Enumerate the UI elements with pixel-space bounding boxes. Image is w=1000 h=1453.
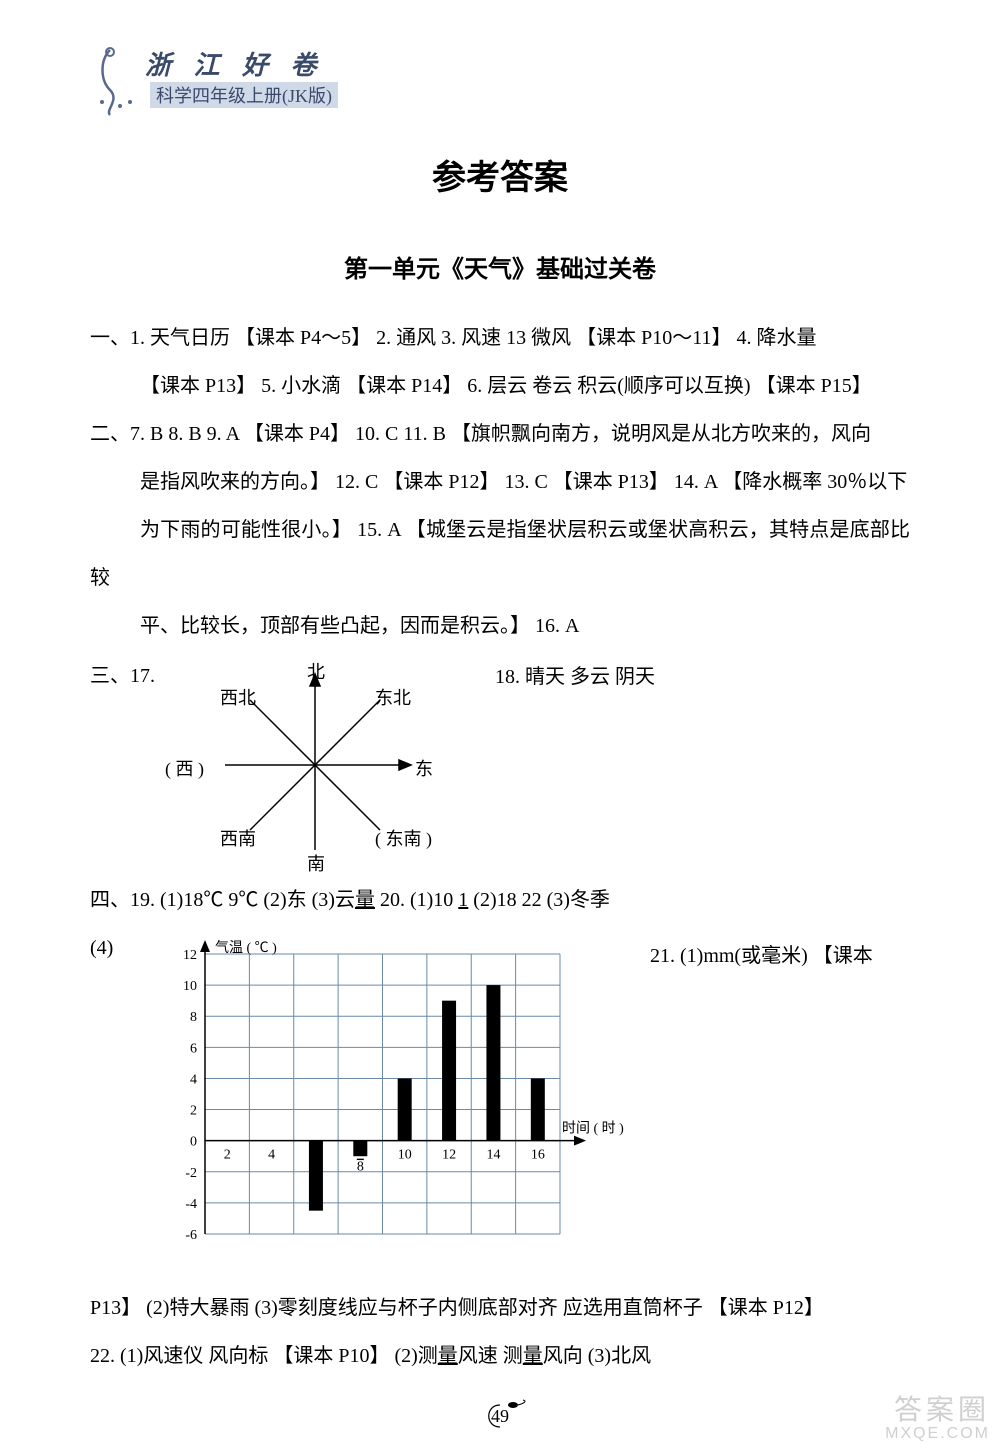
svg-text:气温 ( ℃ ): 气温 ( ℃ ) (215, 940, 277, 956)
svg-text:4: 4 (268, 1148, 275, 1163)
tail-lines: P13】 (2)特大暴雨 (3)零刻度线应与杯子内侧底部对齐 应选用直筒杯子 【… (90, 1284, 910, 1380)
line-11b: 风速 测 (458, 1345, 523, 1367)
svg-text:2: 2 (190, 1104, 197, 1119)
svg-text:16: 16 (531, 1148, 545, 1163)
line-8b-u: 1 (458, 889, 468, 911)
answers-body: 一、1. 天气日历 【课本 P4～5】 2. 通风 3. 风速 13 微风 【课… (90, 314, 910, 650)
svg-text:-2: -2 (185, 1166, 197, 1181)
svg-text:4: 4 (190, 1072, 197, 1087)
line-5: 为下雨的可能性很小。】 15. A 【城堡云是指堡状层积云或堡状高积云，其特点是… (90, 506, 910, 602)
q18-text: 18. 晴天 多云 阴天 (495, 660, 655, 689)
q17-label: 三、17. (90, 660, 155, 692)
svg-text:14: 14 (486, 1148, 500, 1163)
svg-text:-6: -6 (185, 1228, 197, 1243)
q21-text: 21. (1)mm(或毫米) 【课本 (650, 934, 910, 978)
svg-text:8: 8 (357, 1160, 364, 1175)
line-8-wrap: 四、19. (1)18℃ 9℃ (2)东 (3)云量 20. (1)10 1 (… (90, 876, 910, 924)
compass-nw: 西北 (220, 684, 256, 710)
brand-subtitle: 科学四年级上册(JK版) (150, 82, 338, 108)
line-8a: 四、19. (1)18℃ 9℃ (2)东 (3)云 (90, 889, 355, 911)
line-11c: 风向 (3)北风 (543, 1345, 651, 1367)
svg-text:时间 ( 时 ): 时间 ( 时 ) (562, 1121, 624, 1137)
svg-text:8: 8 (190, 1010, 197, 1025)
compass-ne: 东北 (375, 684, 411, 710)
watermark-l1: 答案圈 (885, 1395, 990, 1426)
watermark-l2: MXQE.COM (885, 1425, 990, 1443)
line-11a: 22. (1)风速仪 风向标 【课本 P10】 (2)测 (90, 1345, 438, 1367)
compass-w: ( 西 ) (165, 755, 204, 781)
q20-4-label: (4) (90, 934, 140, 958)
page-header: 浙 江 好 卷 科学四年级上册(JK版) (90, 40, 910, 120)
svg-text:10: 10 (183, 979, 197, 994)
line-8b: 20. (1)10 (375, 889, 458, 911)
q20-row: (4) -6-4-2024681012246810121416气温 ( ℃ )时… (90, 934, 910, 1264)
main-title: 参考答案 (90, 150, 910, 199)
compass-sw: 西南 (220, 825, 256, 851)
svg-text:2: 2 (224, 1148, 231, 1163)
compass-n: 北 (307, 658, 325, 684)
line-6: 平、比较长，顶部有些凸起，因而是积云。】 16. A (90, 602, 910, 650)
compass-se: ( 东南 ) (375, 825, 432, 851)
svg-text:6: 6 (190, 1041, 197, 1056)
svg-text:-4: -4 (185, 1197, 197, 1212)
line-8-u: 量 (355, 889, 375, 911)
line-3: 二、7. B 8. B 9. A 【课本 P4】 10. C 11. B 【旗帜… (90, 410, 910, 458)
line-11-wrap: 22. (1)风速仪 风向标 【课本 P10】 (2)测量风速 测量风向 (3)… (90, 1332, 910, 1380)
page-number: 49 (465, 1406, 535, 1427)
chart-svg: -6-4-2024681012246810121416气温 ( ℃ )时间 ( … (150, 934, 630, 1264)
line-11-u1: 量 (438, 1345, 458, 1367)
svg-text:0: 0 (190, 1135, 197, 1150)
line-11-u2: 量 (523, 1345, 543, 1367)
line-1: 一、1. 天气日历 【课本 P4～5】 2. 通风 3. 风速 13 微风 【课… (90, 314, 910, 362)
compass-diagram: 北 南 东 ( 西 ) 东北 西北 ( 东南 ) 西南 (165, 660, 465, 870)
q17-row: 三、17. 北 南 东 ( 西 ) 东北 西北 ( 东南 ) (90, 660, 910, 870)
line-4: 是指风吹来的方向。】 12. C 【课本 P12】 13. C 【课本 P13】… (90, 458, 910, 506)
svg-text:12: 12 (183, 948, 197, 963)
compass-e: 东 (415, 755, 433, 781)
brand-title: 浙 江 好 卷 (145, 45, 325, 82)
temperature-chart: -6-4-2024681012246810121416气温 ( ℃ )时间 ( … (150, 934, 630, 1264)
treble-clef-icon (90, 40, 150, 120)
page-number-wrap: 49 (0, 1399, 1000, 1433)
svg-text:12: 12 (442, 1148, 456, 1163)
watermark: 答案圈 MXQE.COM (885, 1395, 990, 1443)
line-10: P13】 (2)特大暴雨 (3)零刻度线应与杯子内侧底部对齐 应选用直筒杯子 【… (90, 1284, 910, 1332)
line-2: 【课本 P13】 5. 小水滴 【课本 P14】 6. 层云 卷云 积云(顺序可… (90, 362, 910, 410)
section-title: 第一单元《天气》基础过关卷 (90, 249, 910, 284)
svg-text:10: 10 (398, 1148, 412, 1163)
line-8c: (2)18 22 (3)冬季 (468, 889, 610, 911)
compass-s: 南 (307, 850, 325, 876)
